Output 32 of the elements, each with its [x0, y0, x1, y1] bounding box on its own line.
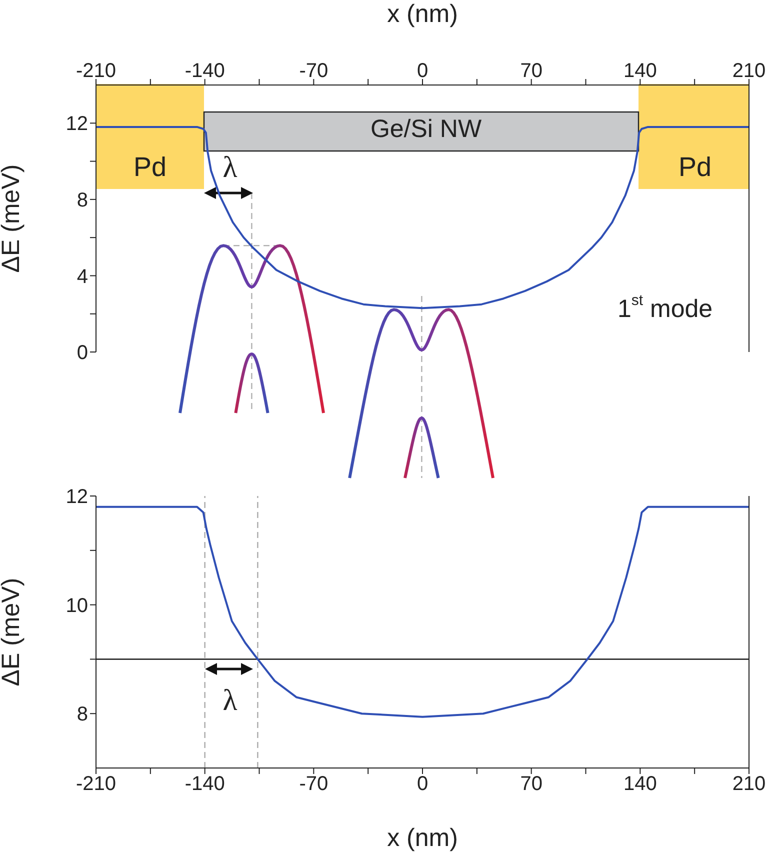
x-axis-title: x (nm) — [387, 824, 458, 852]
x-tick-label: 210 — [732, 773, 766, 796]
x-tick-label: 140 — [623, 773, 657, 796]
y-axis-title: ΔE (meV) — [0, 578, 25, 686]
y-tick-label: 10 — [66, 594, 88, 617]
annotation: Ge/Si NW — [370, 114, 482, 143]
x-tick-label: -210 — [76, 773, 116, 796]
x-tick-label: 70 — [520, 60, 542, 82]
annotation: λ — [222, 684, 238, 717]
annotation: λ — [222, 150, 238, 184]
x-tick-label: -140 — [184, 773, 225, 796]
y-tick-label: 0 — [76, 342, 88, 364]
x-tick-label: -210 — [76, 60, 116, 82]
x-tick-label: 70 — [520, 773, 542, 796]
x-tick-label: 0 — [416, 773, 428, 796]
x-tick-label: 210 — [732, 60, 766, 82]
x-tick-label: -70 — [299, 60, 328, 82]
annotation: Pd — [133, 152, 167, 182]
y-tick-label: 12 — [66, 486, 88, 508]
y-tick-label: 4 — [76, 266, 88, 288]
line-series — [96, 506, 749, 718]
x-tick-label: -140 — [184, 60, 225, 82]
y-tick-label: 8 — [76, 704, 88, 726]
x-tick-label: 0 — [416, 60, 428, 82]
annotation: Pd — [678, 152, 712, 182]
x-axis-title: x (nm) — [387, 0, 458, 28]
y-tick-label: 12 — [66, 113, 88, 136]
y-tick-label: 8 — [76, 190, 88, 212]
annotation: 1$^{st}$ mode — [617, 292, 713, 323]
x-tick-label: -70 — [299, 773, 328, 796]
y-axis-title: ΔE (meV) — [0, 164, 25, 273]
x-tick-label: 140 — [623, 60, 657, 82]
